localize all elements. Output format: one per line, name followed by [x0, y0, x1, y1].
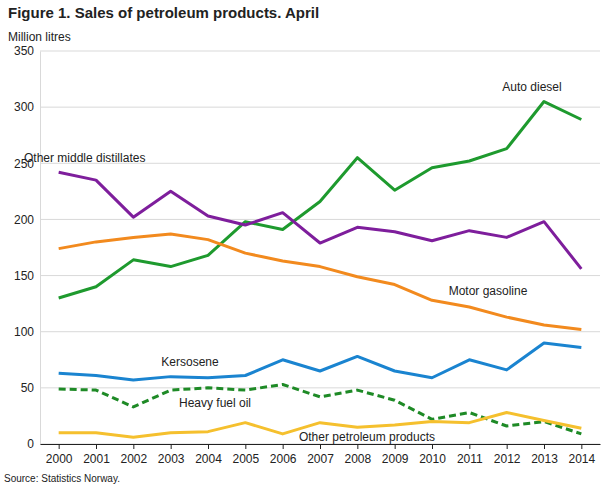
series-label: Other petroleum products [299, 430, 435, 444]
x-tick: 2005 [232, 444, 259, 466]
series-line [59, 384, 582, 433]
series-line [59, 102, 582, 299]
x-tick-mark [208, 444, 209, 449]
x-tick: 2006 [270, 444, 297, 466]
x-tick-mark [320, 444, 321, 449]
y-tick-label: 350 [14, 44, 34, 58]
x-tick: 2000 [46, 444, 73, 466]
x-tick-mark [245, 444, 246, 449]
x-tick-mark [395, 444, 396, 449]
x-tick-label: 2006 [270, 452, 297, 466]
grid-line [40, 331, 600, 332]
x-tick-label: 2013 [531, 452, 558, 466]
x-tick-mark [357, 444, 358, 449]
grid-line [40, 387, 600, 388]
grid-line [40, 219, 600, 220]
series-label: Motor gasoline [449, 284, 528, 298]
series-labels: Auto diesel Other middle distillates Motor… [24, 80, 562, 444]
x-tick-label: 2009 [382, 452, 409, 466]
x-tick-label: 2008 [344, 452, 371, 466]
x-tick-label: 2014 [568, 452, 595, 466]
series-label: Kersosene [161, 355, 219, 369]
x-tick-mark [283, 444, 284, 449]
x-tick: 2008 [344, 444, 371, 466]
x-axis: 2000 2001 2002 2003 2004 2005 2006 2007 2008 2009… [41, 444, 601, 466]
x-tick: 2011 [457, 444, 483, 466]
grid-line [40, 275, 600, 276]
chart: Figure 1. Sales of petroleum products. A… [0, 0, 610, 488]
x-tick-mark [581, 444, 582, 449]
y-tick: 350 [14, 44, 40, 58]
y-tick: 300 [14, 100, 40, 114]
x-tick-label: 2003 [158, 452, 185, 466]
y-tick: 200 [14, 213, 40, 227]
x-tick-mark [432, 444, 433, 449]
x-tick: 2007 [307, 444, 334, 466]
x-tick-mark [469, 444, 470, 449]
y-tick-label: 200 [14, 213, 34, 227]
series-line [59, 343, 582, 380]
x-tick: 2014 [568, 444, 595, 466]
x-tick: 2010 [419, 444, 446, 466]
y-tick: 0 [27, 437, 40, 451]
y-tick-label: 0 [27, 437, 34, 451]
x-tick: 2004 [195, 444, 222, 466]
x-tick: 2013 [531, 444, 558, 466]
x-tick-mark [59, 444, 60, 449]
y-axis-line [40, 52, 41, 445]
series-line [59, 234, 582, 329]
x-tick-label: 2007 [307, 452, 334, 466]
x-tick: 2003 [158, 444, 185, 466]
x-tick-label: 2012 [494, 452, 521, 466]
x-tick-label: 2001 [83, 452, 110, 466]
x-tick: 2001 [83, 444, 110, 466]
x-tick-label: 2010 [419, 452, 446, 466]
x-tick-label: 2000 [46, 452, 73, 466]
grid-line [40, 107, 600, 108]
grid [40, 51, 600, 444]
y-tick-label: 50 [21, 381, 35, 395]
y-tick: 100 [14, 325, 40, 339]
y-tick-label: 150 [14, 269, 34, 283]
x-tick-label: 2004 [195, 452, 222, 466]
y-axis: 050100150200250300350 [14, 44, 41, 451]
x-tick-mark [96, 444, 97, 449]
x-tick-mark [171, 444, 172, 449]
x-tick-label: 2005 [232, 452, 259, 466]
x-tick-mark [133, 444, 134, 449]
series-label: Other middle distillates [24, 151, 145, 165]
y-tick-label: 300 [14, 100, 34, 114]
x-tick-label: 2002 [120, 452, 147, 466]
x-tick-mark [544, 444, 545, 449]
title: Figure 1. Sales of petroleum products. A… [8, 4, 319, 21]
y-tick: 150 [14, 269, 40, 283]
y-tick-label: 100 [14, 325, 34, 339]
x-tick: 2002 [120, 444, 147, 466]
y-tick: 50 [21, 381, 40, 395]
x-tick: 2012 [494, 444, 521, 466]
x-tick-mark [507, 444, 508, 449]
y-label: Million litres [8, 30, 71, 44]
series-label: Auto diesel [502, 80, 561, 94]
grid-line [40, 51, 600, 52]
source: Source: Statistics Norway. [4, 473, 120, 484]
x-tick-label: 2011 [457, 452, 483, 466]
series-label: Heavy fuel oil [179, 396, 251, 410]
series-line [59, 172, 582, 269]
plot: 0501001502002503003502000200120022003200… [14, 44, 601, 465]
x-tick: 2009 [382, 444, 409, 466]
